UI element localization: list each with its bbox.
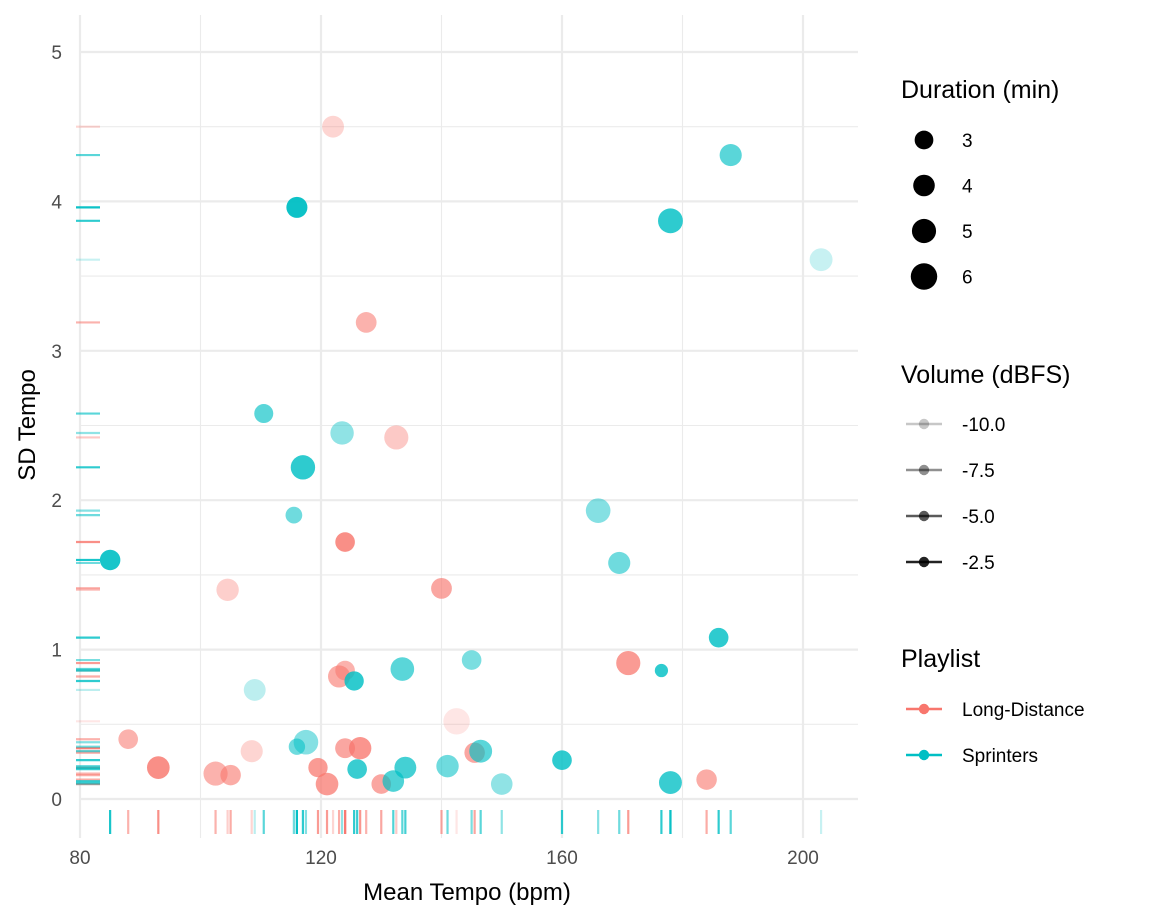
- volume-legend-key: [918, 510, 930, 522]
- y-tick-label: 1: [51, 641, 62, 662]
- data-point: [348, 737, 372, 760]
- size-legend-key: [910, 263, 938, 290]
- data-point: [322, 115, 344, 138]
- x-tick-label: 80: [69, 848, 90, 869]
- data-point: [654, 663, 669, 678]
- data-point: [431, 577, 452, 599]
- data-point: [384, 425, 409, 450]
- data-point: [330, 421, 354, 445]
- data-point: [99, 549, 121, 571]
- playlist-legend-title: Playlist: [901, 645, 980, 673]
- y-tick-label: 2: [51, 491, 62, 512]
- x-tick-label: 120: [305, 848, 337, 869]
- y-tick-label: 5: [51, 43, 62, 64]
- data-point: [355, 312, 377, 333]
- data-point: [335, 738, 356, 759]
- data-point: [335, 532, 355, 552]
- data-point: [344, 671, 364, 691]
- volume-legend-title: Volume (dBFS): [901, 361, 1071, 389]
- playlist-legend-label: Sprinters: [962, 746, 1038, 767]
- playlist-legend-keys: Long-Distance Sprinters: [906, 700, 1085, 767]
- data-point: [469, 739, 493, 763]
- data-point: [285, 506, 303, 524]
- size-legend-title: Duration (min): [901, 76, 1059, 104]
- data-point: [390, 657, 415, 681]
- data-point: [616, 650, 641, 676]
- data-point: [658, 208, 683, 234]
- data-point: [461, 650, 482, 670]
- data-point: [608, 551, 631, 575]
- volume-legend-label: -7.5: [962, 461, 995, 482]
- data-point: [315, 772, 339, 796]
- data-point: [254, 404, 274, 424]
- data-point: [347, 759, 367, 779]
- size-legend-key: [911, 218, 937, 244]
- playlist-legend-key: [918, 749, 930, 761]
- size-legend-key: [913, 174, 935, 197]
- x-tick-label: 200: [787, 848, 819, 869]
- size-legend-label: 4: [962, 177, 973, 198]
- volume-legend-label: -2.5: [962, 553, 995, 574]
- data-point: [658, 771, 682, 795]
- rug-marks: [76, 125, 823, 834]
- x-axis-title: Mean Tempo (bpm): [363, 879, 571, 906]
- data-point: [490, 773, 513, 795]
- data-point: [585, 498, 611, 523]
- volume-legend-label: -5.0: [962, 507, 995, 528]
- data-point: [308, 757, 328, 778]
- y-tick-label: 3: [51, 342, 62, 363]
- data-point: [118, 729, 139, 750]
- size-legend-label: 3: [962, 131, 973, 152]
- playlist-legend-label: Long-Distance: [962, 700, 1085, 721]
- data-point: [290, 455, 316, 480]
- axis-tick-labels: 80 120 160 200 0 1 2 3 4 5: [51, 43, 818, 869]
- data-point: [286, 196, 308, 218]
- y-tick-label: 0: [51, 790, 62, 811]
- data-point: [809, 248, 833, 272]
- data-points: [99, 115, 833, 796]
- data-point: [696, 769, 717, 790]
- x-tick-label: 160: [546, 848, 578, 869]
- volume-legend-key: [918, 418, 930, 430]
- data-point: [443, 708, 470, 735]
- grid-lines: [78, 15, 858, 838]
- data-point: [288, 738, 306, 755]
- data-point: [708, 627, 729, 648]
- data-point: [216, 578, 239, 602]
- volume-legend-label: -10.0: [962, 415, 1005, 436]
- data-point: [436, 754, 459, 778]
- volume-legend-keys: -10.0 -7.5 -5.0 -2.5: [906, 415, 1005, 574]
- size-legend-key: [914, 130, 934, 150]
- volume-legend-key: [918, 556, 930, 568]
- size-legend-keys: 3 4 5 6: [910, 130, 973, 290]
- data-point: [146, 756, 170, 779]
- volume-legend-key: [918, 464, 930, 476]
- data-point: [552, 750, 572, 770]
- playlist-legend-key: [918, 703, 930, 715]
- y-axis-title: SD Tempo: [14, 369, 41, 481]
- size-legend-label: 5: [962, 222, 973, 243]
- y-tick-label: 4: [51, 192, 62, 213]
- size-legend-label: 6: [962, 268, 973, 289]
- data-point: [243, 679, 266, 701]
- data-point: [382, 770, 405, 792]
- data-point: [220, 764, 241, 786]
- data-point: [240, 740, 263, 763]
- data-point: [719, 144, 742, 167]
